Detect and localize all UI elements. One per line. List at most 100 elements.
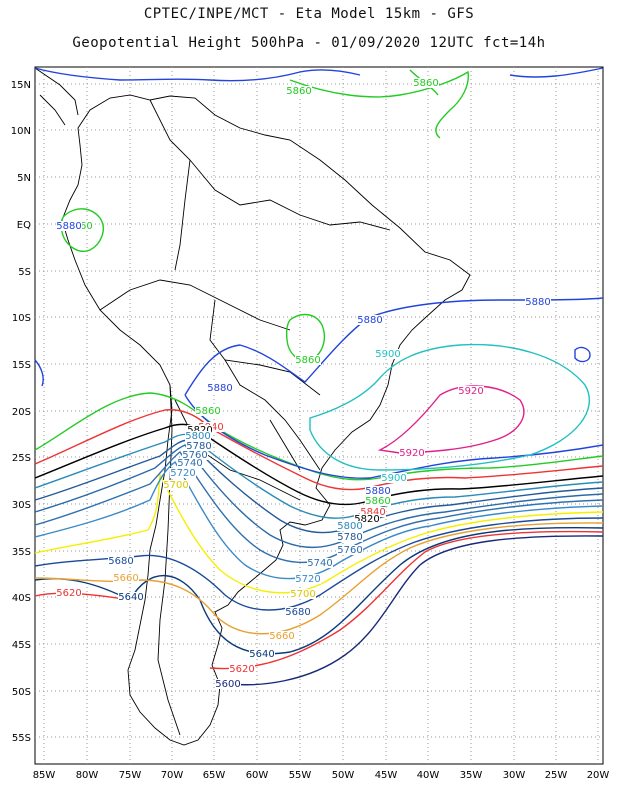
longitude-label: 20W: [587, 770, 610, 781]
contour-label-bg: [269, 631, 295, 641]
contour-label: 5780: [186, 441, 211, 452]
contour-5720: [34, 460, 604, 580]
contour-label: 5760: [182, 450, 207, 461]
longitude-label: 75W: [119, 770, 142, 781]
contour-label-bg: [458, 386, 484, 396]
contour-label-bg: [195, 406, 221, 416]
contour-label-bg: [118, 592, 144, 602]
coastline-borders: [34, 67, 471, 746]
contour-label: 5740: [177, 458, 202, 469]
contour-label-bg: [307, 558, 333, 568]
latitude-label: 30S: [12, 500, 31, 511]
contour-label-bg: [113, 573, 139, 583]
longitude-label: 25W: [545, 770, 568, 781]
contour-label: 5660: [113, 573, 138, 584]
contour-label: 5720: [170, 468, 195, 479]
contour-5760: [34, 444, 604, 549]
contour-5800: [34, 433, 604, 519]
contour-label: 5700: [290, 589, 315, 600]
grid-lines: [35, 67, 603, 764]
contour-label: 5700: [163, 480, 188, 491]
latitude-label: 10S: [12, 313, 31, 324]
contour-label-bg: [207, 383, 233, 393]
longitude-label: 80W: [76, 770, 99, 781]
chart-title: CPTEC/INPE/MCT - Eta Model 15km - GFS: [143, 6, 475, 22]
latitude-label: 15N: [11, 80, 31, 91]
latitude-label: 20S: [12, 407, 31, 418]
chart-subtitle: Geopotential Height 500hPa - 01/09/2020 …: [72, 35, 546, 51]
latitude-label: 40S: [12, 593, 31, 604]
contour-label-bg: [295, 355, 321, 365]
longitude-label: 40W: [417, 770, 440, 781]
longitude-label: 55W: [289, 770, 312, 781]
longitude-label: 35W: [460, 770, 483, 781]
contour-label: 5900: [375, 349, 400, 360]
contour-label-bg: [365, 486, 391, 496]
contour-label: 5880: [365, 486, 390, 497]
longitude-label: 70W: [161, 770, 184, 781]
contour-label: 5620: [56, 588, 81, 599]
contour-label-bg: [108, 556, 134, 566]
contour-label: 5720: [295, 574, 320, 585]
contour-label-bg: [182, 450, 208, 460]
latitude-label: 55S: [12, 733, 31, 744]
contour-label-bg: [215, 679, 241, 689]
contour-label: 5760: [337, 545, 362, 556]
contour-label: 5660: [269, 631, 294, 642]
latitude-label: 45S: [12, 640, 31, 651]
contour-label-bg: [354, 514, 380, 524]
contour-label-bg: [365, 496, 391, 506]
contour-label: 5800: [185, 431, 210, 442]
contour-label: 5860: [286, 86, 311, 97]
contour-label-bg: [56, 221, 82, 231]
contour-label-bg: [290, 589, 316, 599]
contour-label: 5820: [187, 425, 212, 436]
contour-5900: [309, 343, 591, 471]
contour-label: 5640: [249, 649, 274, 660]
contour-label-bg: [381, 473, 407, 483]
contour-label-bg: [249, 649, 275, 659]
contour-label: 5640: [118, 592, 143, 603]
latitude-label: 50S: [12, 687, 31, 698]
contour-label: 5900: [381, 473, 406, 484]
contour-labels: 5860586058605880586058805900588058605840…: [56, 78, 551, 690]
contour-label: 5860: [295, 355, 320, 366]
longitude-label: 85W: [33, 770, 56, 781]
contour-label-bg: [187, 425, 213, 435]
borders-andes: [99, 279, 291, 331]
contour-label-bg: [285, 607, 311, 617]
latitude-label: 5N: [17, 173, 31, 184]
contour-label: 5860: [413, 78, 438, 89]
contour-label: 5780: [337, 532, 362, 543]
contour-label: 5680: [285, 607, 310, 618]
contour-5600: [214, 535, 604, 686]
contour-label: 5920: [399, 448, 424, 459]
contour-label: 5880: [56, 221, 81, 232]
contour-label: 5800: [337, 521, 362, 532]
longitude-label: 50W: [332, 770, 355, 781]
contour-5820: [34, 423, 604, 506]
latitude-label: EQ: [17, 220, 31, 231]
contour-5840: [34, 409, 604, 491]
contour-label-bg: [229, 664, 255, 674]
latitude-label: 35S: [12, 547, 31, 558]
contour-label-bg: [170, 468, 196, 478]
contour-label-bg: [360, 507, 386, 517]
contour-label: 5880: [357, 315, 382, 326]
contour-label: 5620: [229, 664, 254, 675]
contour-label-bg: [295, 574, 321, 584]
central-america: [34, 67, 79, 126]
latitude-label: 15S: [12, 360, 31, 371]
contour-label-bg: [163, 480, 189, 490]
contour-label: 5680: [108, 556, 133, 567]
contour-label: 5840: [360, 507, 385, 518]
contour-label: 5880: [207, 383, 232, 394]
longitude-label: 45W: [375, 770, 398, 781]
longitude-labels: 85W 80W 75W 70W 65W 60W 55W 50W 45W 40W 35W 30W 25W 2…: [33, 770, 610, 781]
contour-label-bg: [337, 545, 363, 555]
latitude-label: 25S: [12, 453, 31, 464]
contour-label-bg: [56, 588, 82, 598]
contour-label-bg: [375, 349, 401, 359]
contour-label-bg: [177, 458, 203, 468]
